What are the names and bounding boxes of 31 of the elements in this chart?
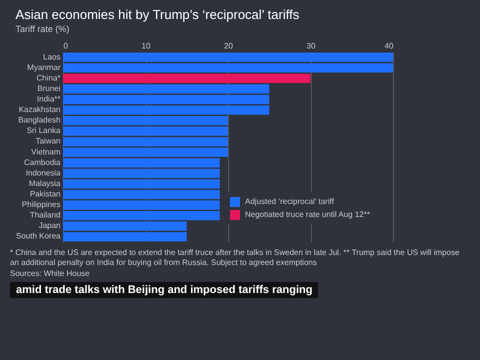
y-tick-label: Brunei [37,84,61,93]
y-tick-label: Thailand [30,210,60,220]
chart-subtitle: Tariff rate (%) [16,24,70,34]
y-tick-label: Vietnam [31,147,61,156]
y-tick-label: Indonesia [26,168,62,178]
bar [63,74,310,84]
y-tick-label: Bangladesh [18,116,60,125]
y-tick-label: Taiwan [36,136,60,146]
y-tick-label: South Korea [16,232,62,241]
y-tick-label: Sri Lanka [26,126,62,136]
y-tick-label: Pakistan [30,190,60,198]
legend-label: Adjusted ‘reciprocal’ tariff [245,197,335,206]
text: * China and the US are expected to extend the tariff truce after the talks in Sweden in late Jul. ** Trump said the US will impose an additional penalty on India for buying oil from Russia. Subject to agreed exemptions [10,248,460,268]
y-tick-label: China* [36,73,60,82]
x-tick-label: 10 [142,42,151,50]
x-tick-label: 0 [64,42,68,50]
x-tick-label: 40 [384,42,394,50]
y-tick-label: Japan [38,221,60,230]
legend-label: Negotiated truce rate until Aug 12** [245,210,370,219]
x-tick-label: 20 [224,42,234,50]
y-tick-label: Cambodia [24,158,62,167]
y-tick-label: Laos [43,52,60,62]
chart-title: Asian economies hit by Trump’s ‘reciprocal’ tariffs [16,7,300,22]
y-tick-label: Kazakhstan [18,105,60,114]
y-tick-label: Myanmar [27,62,61,72]
y-tick-label: Philippines [22,200,60,210]
x-tick-label: 30 [306,42,316,50]
y-tick-label: Malaysia [28,178,62,188]
text: amid trade talks with Beijing and imposed tariffs ranging [10,282,318,298]
y-tick-label: India** [36,94,60,104]
source-note: Sources: White House [10,269,91,279]
